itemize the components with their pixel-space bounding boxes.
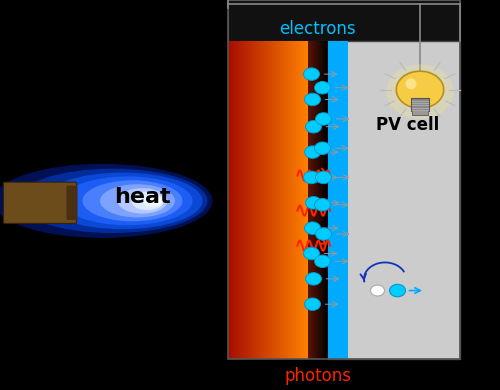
Circle shape (304, 171, 320, 184)
Circle shape (314, 82, 330, 94)
Circle shape (304, 146, 320, 158)
Ellipse shape (406, 78, 416, 89)
Circle shape (314, 142, 330, 154)
Circle shape (304, 298, 320, 310)
Ellipse shape (142, 195, 163, 207)
Circle shape (304, 222, 320, 234)
Text: heat: heat (114, 187, 171, 207)
Circle shape (306, 273, 322, 285)
Circle shape (316, 171, 332, 184)
Ellipse shape (62, 176, 192, 225)
Text: PV cell: PV cell (376, 116, 439, 134)
Circle shape (316, 113, 332, 125)
Ellipse shape (82, 180, 182, 221)
Ellipse shape (118, 188, 168, 214)
FancyBboxPatch shape (4, 182, 76, 223)
Text: photons: photons (284, 367, 351, 385)
Circle shape (306, 197, 322, 209)
Circle shape (316, 228, 332, 240)
Bar (412, 110, 428, 115)
Ellipse shape (386, 64, 454, 119)
Circle shape (314, 255, 330, 268)
Circle shape (304, 93, 320, 106)
Ellipse shape (18, 168, 208, 233)
Ellipse shape (396, 71, 444, 108)
Ellipse shape (131, 191, 164, 210)
Ellipse shape (42, 172, 202, 229)
Text: electrons: electrons (279, 20, 356, 38)
Circle shape (304, 247, 320, 260)
Circle shape (370, 285, 384, 296)
Ellipse shape (149, 197, 161, 205)
FancyBboxPatch shape (66, 186, 78, 220)
Circle shape (390, 284, 406, 297)
Bar (328, 41, 347, 359)
Ellipse shape (0, 164, 212, 238)
Bar (411, 98, 429, 111)
Ellipse shape (100, 184, 175, 218)
Circle shape (304, 68, 320, 80)
Bar (228, 0, 460, 41)
Bar (328, 41, 460, 359)
Circle shape (314, 199, 330, 211)
Bar (228, 0, 460, 359)
Circle shape (306, 121, 322, 133)
